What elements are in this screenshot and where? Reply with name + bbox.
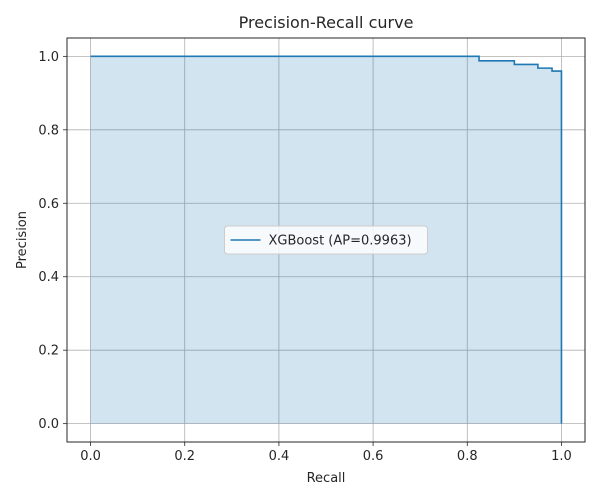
- x-axis-ticks: 0.0 0.2 0.4 0.6 0.8 1.0: [80, 442, 572, 464]
- y-tick-label: 0.4: [38, 270, 59, 285]
- x-tick-label: 0.2: [174, 449, 195, 464]
- legend-label: XGBoost (AP=0.9963): [269, 234, 412, 249]
- x-tick-label: 0.0: [80, 449, 101, 464]
- y-axis-ticks: 0.0 0.2 0.4 0.6 0.8 1.0: [38, 50, 67, 432]
- chart-title: Precision-Recall curve: [239, 13, 414, 32]
- legend: XGBoost (AP=0.9963): [224, 225, 428, 255]
- y-tick-label: 0.6: [38, 197, 59, 212]
- x-tick-label: 0.4: [269, 449, 290, 464]
- legend-box: [224, 225, 428, 255]
- y-tick-label: 0.0: [38, 417, 59, 432]
- y-axis-title: Precision: [15, 211, 30, 269]
- x-tick-label: 0.6: [363, 449, 384, 464]
- x-tick-label: 1.0: [551, 449, 572, 464]
- y-tick-label: 1.0: [38, 50, 59, 65]
- x-axis-title: Recall: [307, 471, 346, 486]
- y-tick-label: 0.8: [38, 123, 59, 138]
- series-line-xgboost: [90, 55, 563, 424]
- plot-frame: [66, 37, 586, 443]
- x-tick-label: 0.8: [457, 449, 478, 464]
- y-tick-label: 0.2: [38, 344, 59, 359]
